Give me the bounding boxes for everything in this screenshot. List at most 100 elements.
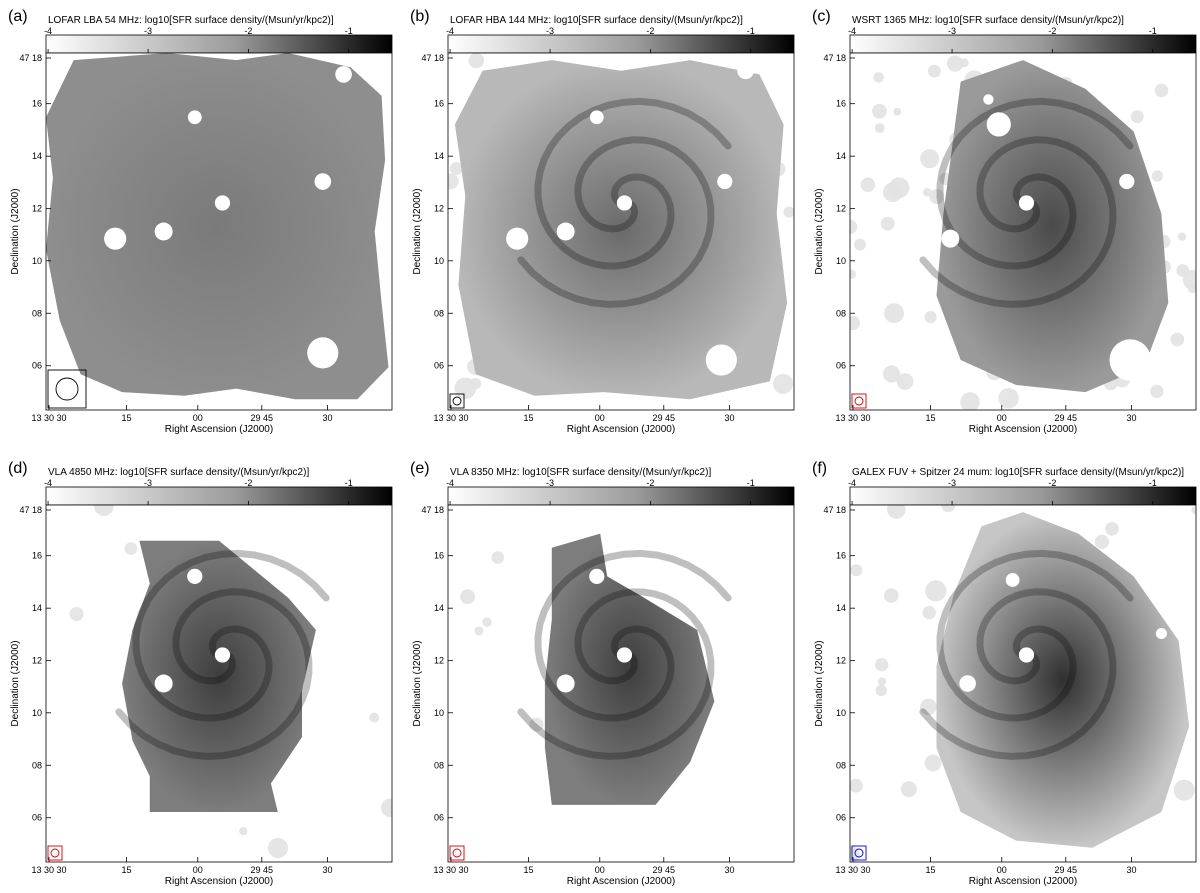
dec-tick-label: 16: [836, 99, 846, 109]
beam-ellipse: [854, 396, 864, 406]
dec-tick-label: 12: [836, 656, 846, 666]
dec-tick-label: 06: [32, 813, 42, 823]
masked-source: [187, 110, 202, 125]
panel-d: (d) VLA 4850 MHz: log10[SFR surface densi…: [8, 457, 396, 893]
plot-frame: [447, 52, 795, 411]
ra-tick-label: 00: [997, 413, 1007, 423]
x-axis-label: Right Ascension (J2000): [165, 876, 273, 887]
masked-source: [616, 647, 633, 663]
colorbar-title: GALEX FUV + Spitzer 24 mum: log10[SFR su…: [852, 467, 1184, 478]
dec-tick-label: 47 18: [421, 53, 444, 63]
masked-source: [556, 222, 575, 241]
ra-tick-label: 29 45: [1055, 865, 1078, 875]
masked-source: [941, 229, 960, 248]
panel-letter: (d): [8, 460, 28, 477]
galaxy-image: [448, 505, 794, 862]
panel-c: (c) WSRT 1365 MHz: log10[SFR surface dens…: [812, 5, 1200, 441]
ra-tick-label: 29 45: [251, 865, 274, 875]
y-axis-label: Declination (J2000): [814, 188, 825, 274]
beam-box: [47, 369, 87, 409]
dec-tick-label: 12: [434, 656, 444, 666]
colorbar-tick-label: -2: [1048, 478, 1056, 488]
plot-frame: [45, 504, 393, 863]
x-axis-label: Right Ascension (J2000): [165, 424, 273, 435]
dec-tick-label: 10: [434, 708, 444, 718]
colorbar-tick-label: -1: [747, 26, 755, 36]
colorbar: [849, 34, 1197, 54]
y-axis-label: Declination (J2000): [412, 188, 423, 274]
colorbar-title: VLA 8350 MHz: log10[SFR surface density/…: [450, 467, 711, 478]
galaxy-disk: [936, 512, 1190, 848]
spiral-arm: [534, 97, 732, 270]
colorbar-tick-label: -2: [244, 26, 252, 36]
masked-source: [307, 337, 339, 369]
dec-tick-label: 06: [32, 361, 42, 371]
plot-frame: [849, 504, 1197, 863]
masked-source: [986, 112, 1011, 137]
panel-letter: (a): [8, 8, 28, 25]
masked-source: [1119, 173, 1135, 190]
spiral-arm: [115, 588, 313, 760]
colorbar-tick-label: -3: [546, 478, 554, 488]
dec-tick-label: 14: [32, 603, 42, 613]
panel-svg: (d) VLA 4850 MHz: log10[SFR surface densi…: [8, 460, 393, 887]
colorbar-tick-label: -1: [1149, 26, 1157, 36]
beam-ellipse: [55, 377, 79, 401]
ra-tick-label: 30: [323, 865, 333, 875]
masked-source: [556, 674, 575, 693]
dec-tick-label: 14: [836, 603, 846, 613]
ra-tick-label: 15: [523, 865, 533, 875]
dec-tick-label: 47 18: [823, 53, 846, 63]
galaxy-disk: [544, 533, 715, 805]
colorbar-tick-label: -1: [747, 478, 755, 488]
x-axis-label: Right Ascension (J2000): [969, 424, 1077, 435]
masked-source: [1018, 195, 1035, 211]
dec-tick-label: 10: [836, 708, 846, 718]
panel-letter: (b): [410, 8, 430, 25]
masked-source: [737, 62, 754, 80]
dec-tick-label: 06: [836, 813, 846, 823]
masked-source: [717, 173, 733, 190]
plot-frame: [447, 504, 795, 863]
panel-a: (a) LOFAR LBA 54 MHz: log10[SFR surface d…: [8, 5, 396, 441]
dec-tick-label: 16: [836, 551, 846, 561]
masked-source: [506, 227, 529, 250]
ra-tick-label: 30: [725, 413, 735, 423]
x-axis-label: Right Ascension (J2000): [969, 876, 1077, 887]
ra-tick-label: 13 30 30: [835, 413, 870, 423]
panel-svg: (e) VLA 8350 MHz: log10[SFR surface densi…: [410, 460, 795, 887]
dec-tick-label: 10: [32, 256, 42, 266]
galaxy-disk: [936, 60, 1169, 393]
colorbar-tick-label: -2: [244, 478, 252, 488]
panel-letter: (e): [410, 460, 430, 477]
panel-svg: (c) WSRT 1365 MHz: log10[SFR surface dens…: [812, 8, 1197, 435]
galaxy-image: [46, 505, 392, 862]
spiral-arm: [132, 549, 330, 722]
ra-tick-label: 13 30 30: [31, 413, 66, 423]
spiral-arm: [936, 549, 1134, 722]
ra-tick-label: 00: [595, 865, 605, 875]
colorbar: [45, 34, 393, 54]
beam-ellipse: [452, 848, 462, 858]
masked-source: [214, 195, 231, 211]
ra-tick-label: 29 45: [653, 413, 676, 423]
masked-source: [1166, 219, 1177, 230]
dec-tick-label: 16: [32, 99, 42, 109]
ra-tick-label: 29 45: [251, 413, 274, 423]
dec-tick-label: 08: [836, 308, 846, 318]
dec-tick-label: 12: [836, 204, 846, 214]
masked-source: [983, 94, 994, 105]
ra-tick-label: 13 30 30: [31, 865, 66, 875]
colorbar-tick-label: -3: [948, 26, 956, 36]
panel-letter: (f): [812, 460, 827, 477]
y-axis-label: Declination (J2000): [10, 188, 21, 274]
dec-tick-label: 47 18: [19, 53, 42, 63]
beam-box: [449, 393, 465, 409]
dec-tick-label: 12: [434, 204, 444, 214]
dec-tick-label: 08: [434, 308, 444, 318]
plot-frame: [849, 52, 1197, 411]
masked-source: [959, 675, 976, 692]
panel-svg: (b) LOFAR HBA 144 MHz: log10[SFR surface …: [410, 8, 795, 435]
panel-f: (f) GALEX FUV + Spitzer 24 mum: log10[SFR…: [812, 457, 1200, 893]
ra-tick-label: 00: [193, 413, 203, 423]
